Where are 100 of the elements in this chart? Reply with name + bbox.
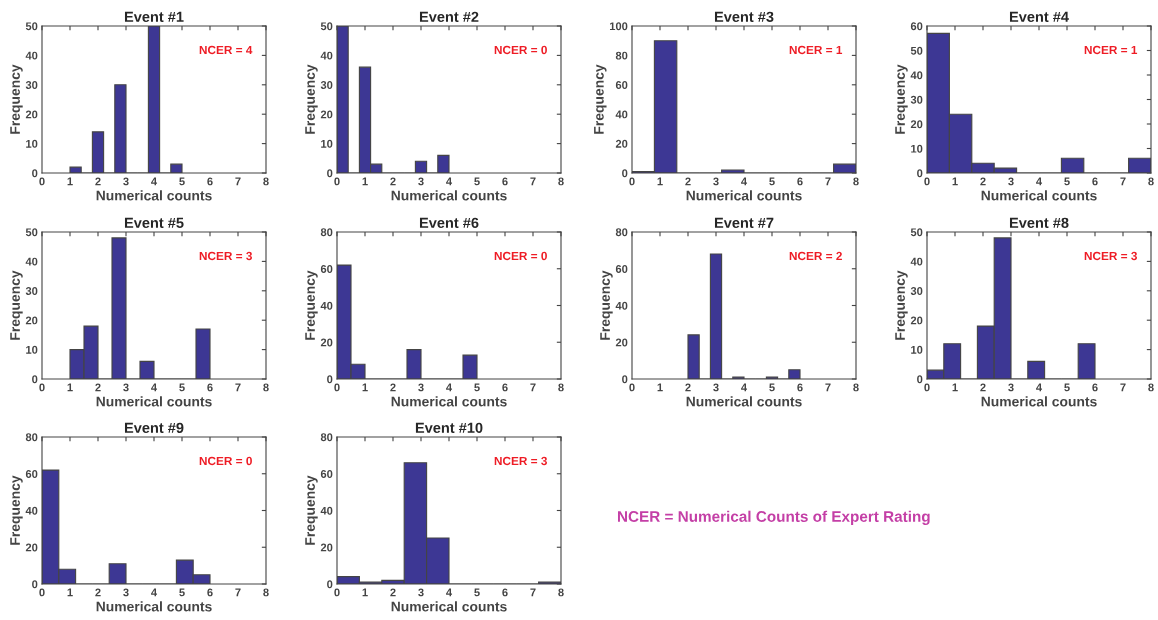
x-tick-label: 4 (151, 588, 158, 597)
x-tick-label: 7 (825, 383, 831, 392)
annotation: NCER = 0 (494, 251, 547, 261)
y-axis-title: Frequency (305, 64, 318, 134)
x-tick-label: 1 (952, 383, 958, 392)
y-axis-title: Frequency (10, 64, 23, 134)
x-tick-label: 6 (502, 383, 508, 392)
y-tick-label: 80 (25, 433, 38, 442)
y-tick-label: 30 (25, 287, 38, 295)
x-tick-label: 2 (390, 177, 396, 186)
chart-title: Event #8 (1009, 217, 1069, 228)
chart-title: Event #9 (124, 422, 184, 433)
x-tick-label: 8 (263, 588, 269, 597)
x-tick-label: 0 (334, 588, 340, 597)
x-tick-label: 2 (390, 588, 396, 597)
annotation: NCER = 3 (1084, 251, 1137, 261)
x-tick-label: 7 (825, 177, 831, 186)
y-axis-title: Frequency (895, 64, 908, 134)
x-tick-label: 8 (1148, 383, 1154, 392)
x-tick-label: 8 (558, 588, 564, 597)
x-tick-label: 2 (95, 383, 101, 392)
y-axis-title: Frequency (10, 475, 23, 545)
y-tick-label: 80 (320, 228, 333, 237)
x-tick-label: 7 (235, 177, 241, 186)
y-axis-title: Frequency (305, 270, 318, 340)
y-tick-label: 30 (25, 81, 38, 89)
y-tick-label: 60 (910, 22, 923, 31)
x-tick-label: 4 (741, 383, 748, 392)
x-axis-title: Numerical counts (96, 190, 212, 201)
y-tick-label: 0 (622, 375, 628, 384)
y-axis-title: Frequency (305, 475, 318, 545)
y-tick-label: 0 (32, 169, 38, 178)
y-axis-title: Frequency (10, 270, 23, 340)
y-tick-label: 40 (615, 110, 628, 119)
x-tick-label: 1 (67, 588, 73, 597)
x-tick-label: 4 (151, 383, 158, 392)
x-tick-label: 8 (558, 383, 564, 392)
x-tick-label: 5 (474, 177, 480, 186)
x-tick-label: 6 (1092, 177, 1098, 186)
y-tick-label: 10 (26, 345, 38, 354)
x-tick-label: 5 (769, 177, 775, 186)
x-tick-label: 0 (39, 383, 45, 392)
y-tick-label: 20 (25, 110, 38, 119)
y-tick-label: 60 (615, 81, 628, 89)
x-tick-label: 5 (769, 383, 775, 392)
y-tick-label: 30 (910, 95, 923, 104)
y-tick-label: 0 (327, 375, 333, 384)
y-tick-label: 30 (320, 81, 333, 89)
x-tick-label: 0 (629, 383, 635, 392)
x-tick-label: 0 (39, 588, 45, 597)
y-tick-label: 0 (622, 169, 628, 178)
x-tick-label: 0 (39, 177, 45, 186)
x-axis-title: Numerical counts (391, 190, 507, 201)
x-tick-label: 5 (1064, 177, 1070, 186)
chart-title: Event #4 (1009, 11, 1069, 22)
chart-title: Event #1 (124, 11, 184, 22)
x-tick-label: 2 (980, 177, 986, 186)
x-tick-label: 2 (685, 177, 691, 186)
y-tick-label: 10 (26, 139, 38, 148)
x-tick-label: 3 (713, 383, 719, 392)
x-tick-label: 8 (1148, 177, 1154, 186)
x-tick-label: 2 (685, 383, 691, 392)
x-axis-title: Numerical counts (96, 396, 212, 407)
x-tick-label: 3 (418, 177, 424, 186)
y-tick-label: 40 (615, 301, 628, 310)
x-tick-label: 4 (446, 588, 453, 597)
y-tick-label: 40 (910, 71, 923, 80)
x-axis-title: Numerical counts (686, 396, 802, 407)
y-tick-label: 20 (615, 139, 628, 148)
chart-title: Event #7 (714, 217, 774, 228)
x-tick-label: 6 (502, 588, 508, 597)
x-tick-label: 1 (362, 588, 368, 597)
x-tick-label: 7 (1120, 383, 1126, 392)
x-tick-label: 0 (924, 383, 930, 392)
x-tick-label: 4 (446, 177, 453, 186)
y-tick-label: 20 (320, 110, 333, 119)
y-tick-label: 50 (910, 228, 923, 237)
x-tick-label: 3 (1008, 383, 1014, 392)
x-tick-label: 0 (334, 383, 340, 392)
y-tick-label: 40 (25, 51, 38, 60)
x-tick-label: 6 (797, 177, 803, 186)
y-tick-label: 40 (320, 301, 333, 310)
x-tick-label: 4 (446, 383, 453, 392)
x-tick-label: 5 (474, 588, 480, 597)
y-tick-label: 80 (615, 51, 628, 60)
y-tick-label: 0 (32, 580, 38, 589)
y-tick-label: 40 (320, 51, 333, 60)
annotation: NCER = 3 (494, 456, 547, 466)
y-tick-label: 60 (320, 470, 333, 478)
x-tick-label: 6 (207, 177, 213, 186)
x-tick-label: 7 (530, 588, 536, 597)
x-tick-label: 1 (67, 177, 73, 186)
y-tick-label: 20 (25, 543, 38, 552)
annotation: NCER = 0 (199, 456, 252, 466)
y-tick-label: 60 (320, 265, 333, 273)
x-tick-label: 7 (235, 588, 241, 597)
x-tick-label: 6 (207, 383, 213, 392)
x-tick-label: 7 (530, 177, 536, 186)
x-tick-label: 4 (741, 177, 748, 186)
x-tick-label: 1 (362, 177, 368, 186)
